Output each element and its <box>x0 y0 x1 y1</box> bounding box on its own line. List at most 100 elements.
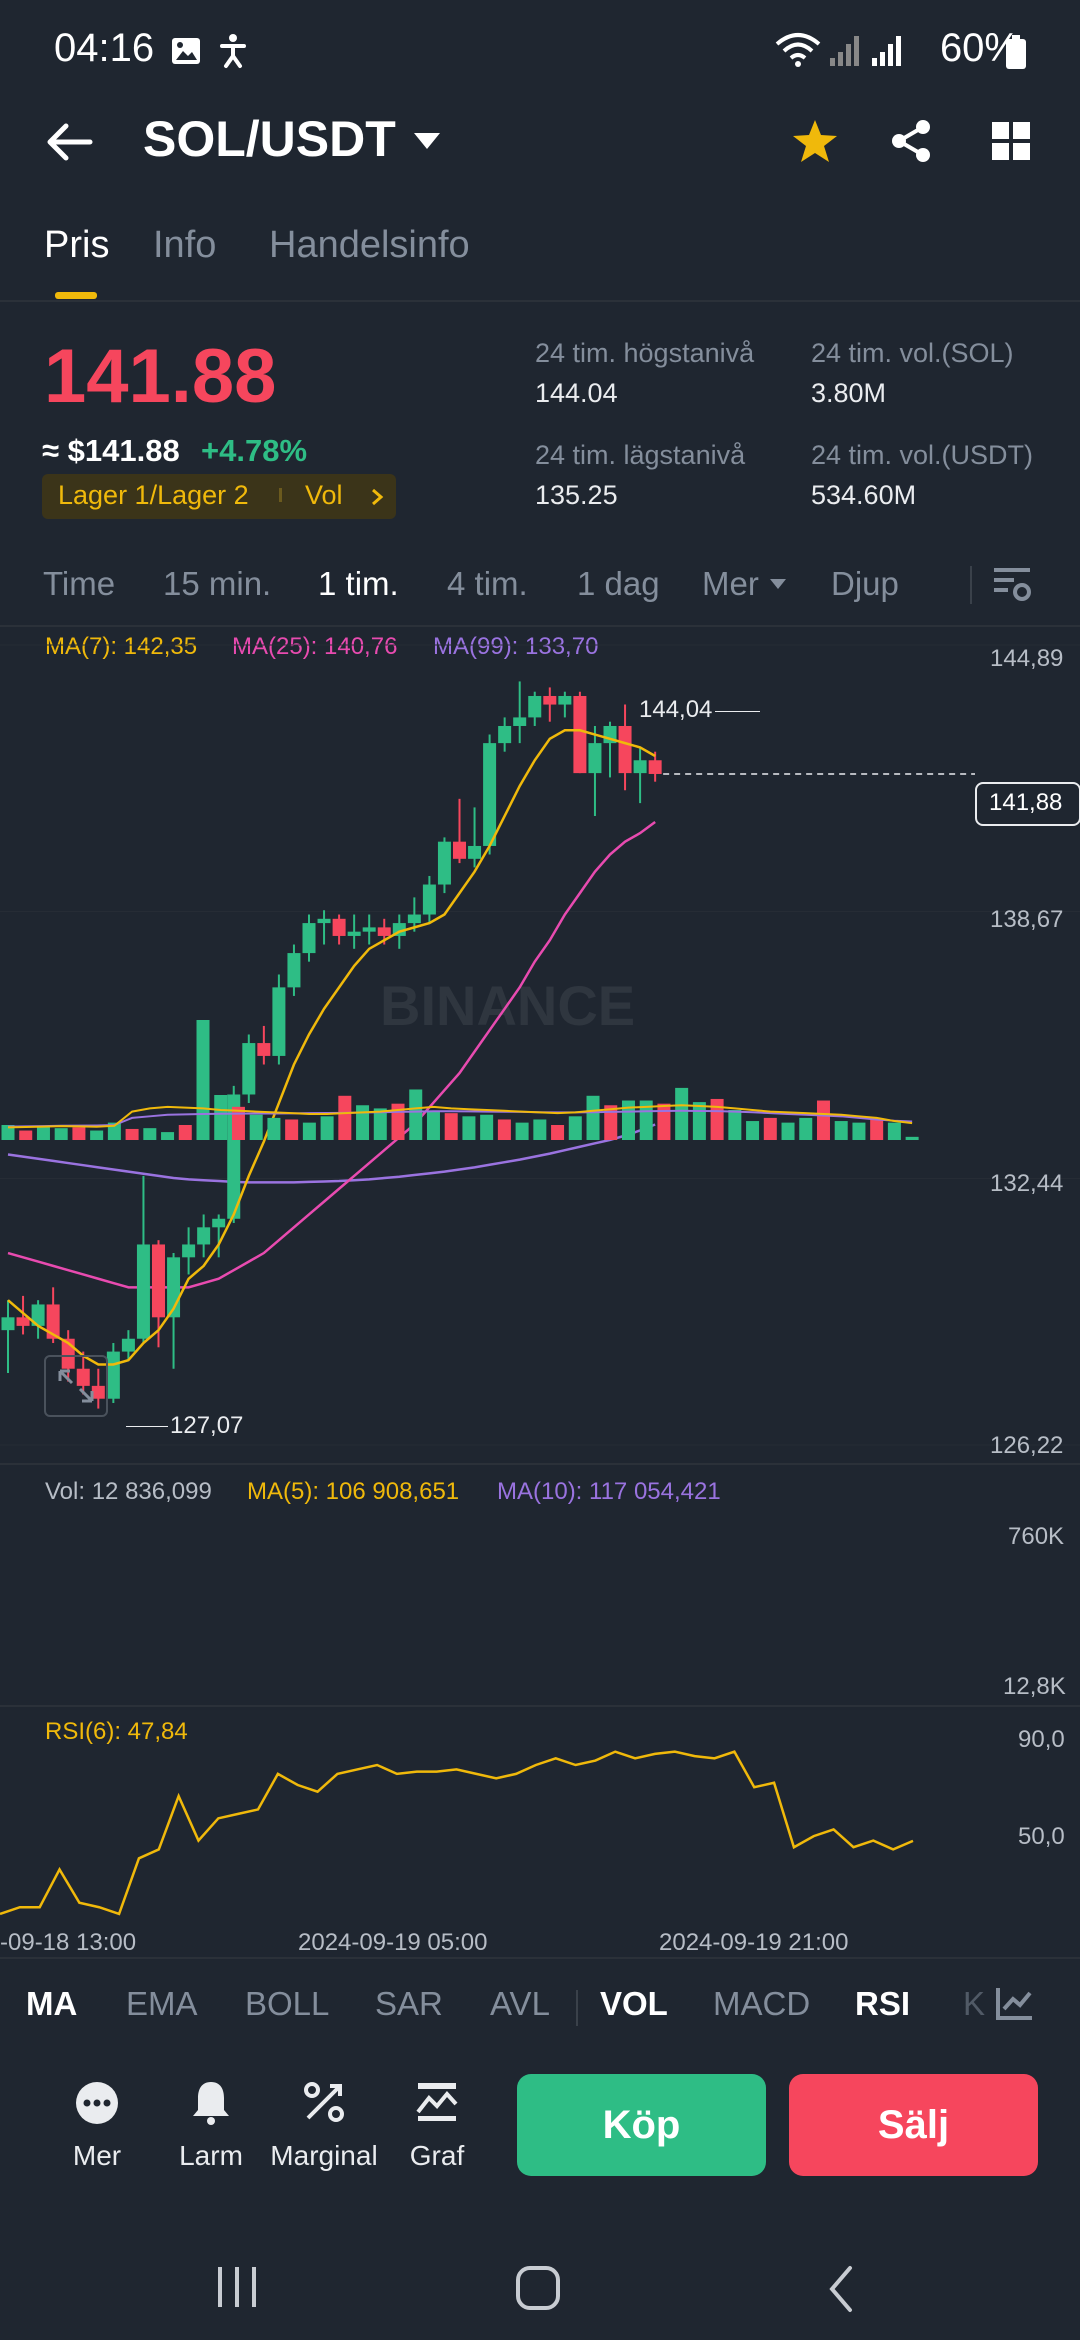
tags-badge[interactable] <box>42 474 396 519</box>
interval-15min[interactable]: 15 min. <box>163 565 272 602</box>
vol-ma10-line <box>7 1109 913 1128</box>
more-icon[interactable] <box>74 2080 120 2126</box>
candle <box>437 841 451 885</box>
volume-bar <box>586 1095 600 1140</box>
back-nav-icon[interactable] <box>826 2264 856 2314</box>
indicator-ema[interactable]: EMA <box>126 1985 198 2022</box>
chevron-down-icon[interactable] <box>412 130 442 152</box>
action-alarm-label[interactable]: Larm <box>179 2140 243 2171</box>
bell-icon[interactable] <box>190 2078 232 2126</box>
interval-more[interactable]: Mer <box>702 565 759 602</box>
status-bar: 04:16 60% <box>0 0 1080 100</box>
interval-time[interactable]: Time <box>43 565 116 602</box>
rsi-line <box>0 1750 914 1916</box>
tag-vol[interactable]: Vol <box>305 480 343 510</box>
candle <box>332 918 346 936</box>
volume-bar <box>462 1116 476 1140</box>
interval-1h[interactable]: 1 tim. <box>318 565 399 602</box>
volume-bar <box>604 1105 618 1140</box>
volume-bar <box>143 1128 157 1140</box>
vol-usdt-value: 534.60M <box>811 480 917 510</box>
price-usd: ≈ $141.88 <box>42 433 180 468</box>
chevron-right-icon[interactable] <box>370 487 384 507</box>
vol-ma5-legend: MA(5): 106 908,651 <box>247 1478 460 1505</box>
volume-bar <box>249 1114 263 1140</box>
buy-button[interactable]: Köp <box>517 2074 766 2176</box>
tab-pris[interactable]: Pris <box>44 224 110 266</box>
action-margin-label[interactable]: Marginal <box>270 2140 378 2171</box>
candle <box>197 1227 211 1245</box>
volume-bar <box>231 1106 245 1140</box>
volume-bar <box>834 1121 848 1140</box>
vol-axis-label: 12,8K <box>1003 1673 1066 1700</box>
volume-bar <box>214 1095 228 1140</box>
volume-bar <box>54 1128 68 1140</box>
gallery-icon <box>172 38 200 64</box>
pair-title[interactable]: SOL/USDT <box>143 111 396 167</box>
volume-bar <box>125 1128 139 1140</box>
candle <box>302 923 316 954</box>
interval-4h[interactable]: 4 tim. <box>447 565 528 602</box>
volume-bar <box>852 1122 866 1140</box>
current-price-label: 141,88 <box>989 789 1063 816</box>
candle <box>31 1304 45 1326</box>
indicator-k[interactable]: K <box>963 1985 986 2022</box>
volume-bar <box>338 1095 352 1140</box>
vol-legend: Vol: 12 836,099 <box>45 1478 212 1505</box>
divider <box>576 1990 578 2026</box>
divider <box>0 300 1080 302</box>
indicator-boll[interactable]: BOLL <box>245 1985 330 2022</box>
indicator-macd[interactable]: MACD <box>713 1985 811 2022</box>
indicator-avl[interactable]: AVL <box>490 1985 550 2022</box>
interval-depth[interactable]: Djup <box>831 565 899 602</box>
chart-settings-icon[interactable] <box>992 566 1032 604</box>
sell-button[interactable]: Sälj <box>789 2074 1038 2176</box>
margin-icon[interactable] <box>302 2080 346 2124</box>
chart-type-icon[interactable] <box>415 2080 459 2124</box>
home-icon[interactable] <box>514 2264 562 2312</box>
action-chart-label[interactable]: Graf <box>409 2140 465 2171</box>
grid-layout-icon[interactable] <box>990 120 1032 162</box>
battery-icon <box>1006 35 1026 69</box>
candle <box>618 725 632 774</box>
volume-bar <box>480 1114 494 1140</box>
back-arrow-icon[interactable] <box>44 120 94 164</box>
action-more-label[interactable]: Mer <box>72 2140 122 2171</box>
ma25-legend: MA(25): 140,76 <box>232 633 398 660</box>
interval-1d[interactable]: 1 dag <box>577 565 660 602</box>
tab-info[interactable]: Info <box>153 224 217 266</box>
candle <box>558 695 572 705</box>
ma99-legend: MA(99): 133,70 <box>433 633 599 660</box>
candle <box>422 884 436 915</box>
current-price-tag[interactable] <box>975 782 1080 826</box>
volume-bar <box>515 1122 529 1140</box>
indicator-sar[interactable]: SAR <box>375 1985 443 2022</box>
indicator-vol[interactable]: VOL <box>600 1985 668 2022</box>
favorite-star-icon[interactable] <box>791 118 839 164</box>
volume-bar <box>196 1020 210 1140</box>
price-axis-label: 132,44 <box>990 1170 1064 1197</box>
volume-bar <box>267 1117 281 1140</box>
tab-handelsinfo[interactable]: Handelsinfo <box>269 224 470 266</box>
indicator-ma[interactable]: MA <box>26 1985 78 2022</box>
active-tab-indicator <box>55 292 97 299</box>
candlestick-chart[interactable]: BINANCE <box>0 625 1080 1965</box>
indicator-settings-icon[interactable] <box>995 1985 1035 2021</box>
divider <box>970 566 972 604</box>
volume-bar <box>746 1121 760 1140</box>
divider <box>0 1463 1080 1465</box>
recent-apps-icon[interactable] <box>214 2265 260 2309</box>
signal-icon <box>830 36 901 66</box>
candle <box>648 760 662 774</box>
caret-down-icon[interactable] <box>769 578 787 590</box>
share-icon[interactable] <box>888 118 934 164</box>
tag-layers[interactable]: Lager 1/Lager 2 <box>58 480 249 510</box>
candle <box>317 918 331 924</box>
volume-bar <box>799 1117 813 1140</box>
indicator-rsi[interactable]: RSI <box>855 1985 911 2022</box>
candle <box>453 841 466 859</box>
fullscreen-icon[interactable] <box>44 1355 108 1417</box>
volume-bar <box>320 1116 334 1140</box>
divider <box>0 1957 1080 1959</box>
volume-bar <box>36 1125 50 1140</box>
